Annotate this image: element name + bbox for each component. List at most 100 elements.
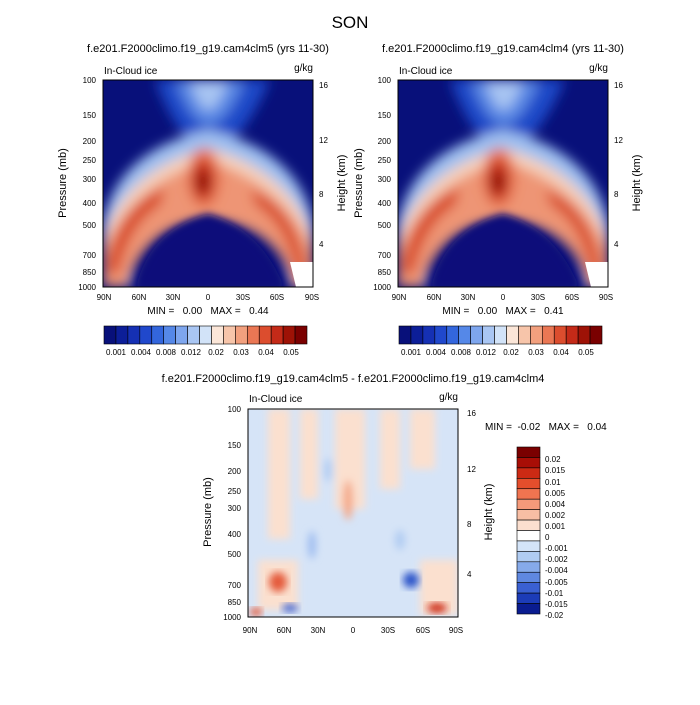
x-tick-label: 60N <box>427 293 442 302</box>
colorbar-label: 0 <box>545 533 550 542</box>
y-tick-label: 700 <box>83 251 97 260</box>
colorbar-swatch <box>282 325 296 345</box>
y-tick-label: 400 <box>378 199 392 208</box>
x-axis-ticks: 90N 60N 30N 0 30S 60S 90S <box>392 293 613 302</box>
y-tick-label: 1000 <box>78 283 96 292</box>
colorbar-swatch <box>434 325 448 345</box>
y-tick-label: 700 <box>228 581 242 590</box>
height-axis-ticks: 16 12 8 4 <box>467 409 476 579</box>
height-tick-label: 8 <box>319 190 324 199</box>
colorbar-swatch <box>518 325 531 345</box>
height-tick-label: 8 <box>614 190 619 199</box>
colorbar-swatch <box>516 561 541 573</box>
y-axis-label: Pressure (mb) <box>353 148 365 218</box>
colorbar-swatch <box>127 325 141 345</box>
colorbar-label: 0.05 <box>283 348 299 357</box>
colorbar-label: 0.015 <box>545 466 566 475</box>
y-tick-label: 500 <box>378 221 392 230</box>
y-tick-label: 100 <box>378 76 392 85</box>
colorbar-swatch <box>530 325 543 345</box>
colorbar-swatch <box>516 509 541 521</box>
colorbar-swatch <box>458 325 471 345</box>
y-axis-ticks: 100 150 200 250 300 400 500 700 850 1000 <box>223 405 241 622</box>
min-max-stats: MIN = 0.00 MAX = 0.41 <box>442 306 564 317</box>
x-tick-label: 0 <box>351 626 356 635</box>
y-tick-label: 300 <box>83 175 97 184</box>
y-tick-label: 300 <box>228 504 242 513</box>
height-tick-label: 8 <box>467 520 472 529</box>
colorbar-swatch <box>516 592 541 604</box>
panel-title: f.e201.F2000climo.f19_g19.cam4clm5 (yrs … <box>87 43 329 55</box>
variable-label: In-Cloud ice <box>104 66 158 77</box>
colorbar <box>398 325 603 345</box>
colorbar-labels: 0.001 0.004 0.008 0.012 0.02 0.03 0.04 0… <box>106 348 299 357</box>
colorbar-swatch <box>516 530 541 542</box>
y-tick-label: 150 <box>378 111 392 120</box>
colorbar-swatch <box>223 325 236 345</box>
y-tick-label: 400 <box>228 530 242 539</box>
height-tick-label: 16 <box>467 409 476 418</box>
y-tick-label: 500 <box>83 221 97 230</box>
colorbar-swatch <box>577 325 591 345</box>
colorbar-label: 0.01 <box>545 478 561 487</box>
y-tick-label: 200 <box>378 137 392 146</box>
colorbar-swatch <box>516 467 541 479</box>
x-tick-label: 30N <box>461 293 476 302</box>
variable-label: In-Cloud ice <box>399 66 453 77</box>
y-tick-label: 100 <box>83 76 97 85</box>
x-tick-label: 90N <box>392 293 407 302</box>
y-tick-label: 850 <box>228 598 242 607</box>
colorbar-label: 0.008 <box>156 348 177 357</box>
height-axis-label: Height (km) <box>631 155 643 212</box>
height-tick-label: 12 <box>319 136 328 145</box>
y-axis-label: Pressure (mb) <box>202 477 214 547</box>
colorbar-swatch <box>294 325 308 345</box>
colorbar-swatch <box>258 325 272 345</box>
colorbar-swatch <box>163 325 176 345</box>
colorbar-swatch <box>246 325 260 345</box>
colorbar-label: 0.004 <box>545 500 566 509</box>
y-tick-label: 300 <box>378 175 392 184</box>
x-tick-label: 30N <box>166 293 181 302</box>
colorbar-label: 0.02 <box>208 348 224 357</box>
colorbar-swatch <box>211 325 224 345</box>
height-tick-label: 16 <box>614 81 623 90</box>
x-tick-label: 90S <box>449 626 463 635</box>
colorbar-label: -0.01 <box>545 589 564 598</box>
height-tick-label: 4 <box>467 570 472 579</box>
contour-field <box>248 409 458 617</box>
colorbar-swatch <box>470 325 483 345</box>
colorbar-swatch <box>422 325 436 345</box>
colorbar-swatch <box>482 325 495 345</box>
colorbar-label: 0.002 <box>545 511 566 520</box>
x-tick-label: 30S <box>531 293 545 302</box>
y-tick-label: 250 <box>83 156 97 165</box>
colorbar-swatch <box>446 325 460 345</box>
height-tick-label: 16 <box>319 81 328 90</box>
colorbar-labels: 0.001 0.004 0.008 0.012 0.02 0.03 0.04 0… <box>401 348 594 357</box>
min-max-stats: MIN = -0.02 MAX = 0.04 <box>485 422 607 433</box>
panel-title: f.e201.F2000climo.f19_g19.cam4clm5 - f.e… <box>162 373 545 385</box>
colorbar-swatch <box>516 519 541 531</box>
units-label: g/kg <box>589 63 608 74</box>
y-axis-label: Pressure (mb) <box>57 148 69 218</box>
y-axis-ticks: 100 150 200 250 300 400 500 700 850 1000 <box>78 76 96 292</box>
colorbar-swatch <box>410 325 424 345</box>
contour-field <box>398 80 608 287</box>
y-tick-label: 850 <box>83 268 97 277</box>
y-tick-label: 200 <box>83 137 97 146</box>
colorbar-label: 0.03 <box>233 348 249 357</box>
x-tick-label: 90N <box>243 626 258 635</box>
x-axis-ticks: 90N 60N 30N 0 30S 60S 90S <box>243 626 463 635</box>
y-tick-label: 400 <box>83 199 97 208</box>
variable-label: In-Cloud ice <box>249 394 303 405</box>
colorbar-label: -0.02 <box>545 611 564 620</box>
x-tick-label: 0 <box>501 293 506 302</box>
colorbar-swatch <box>553 325 567 345</box>
colorbar-label: -0.015 <box>545 600 568 609</box>
min-max-stats: MIN = 0.00 MAX = 0.44 <box>147 306 269 317</box>
colorbar-swatch <box>516 551 541 563</box>
colorbar-label: 0.05 <box>578 348 594 357</box>
panel-difference: f.e201.F2000climo.f19_g19.cam4clm5 - f.e… <box>162 373 608 635</box>
colorbar-swatch <box>516 582 541 594</box>
